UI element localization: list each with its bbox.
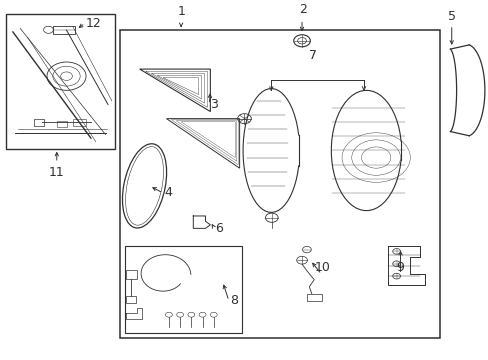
Text: 2: 2: [299, 3, 306, 16]
Text: 6: 6: [215, 222, 223, 235]
Text: 3: 3: [210, 98, 218, 111]
Bar: [126, 296, 136, 303]
Bar: [73, 119, 86, 126]
Bar: [57, 121, 66, 127]
Text: 1: 1: [177, 5, 184, 18]
Text: 4: 4: [163, 186, 172, 199]
Text: 5: 5: [447, 10, 455, 23]
Text: 8: 8: [229, 294, 237, 307]
Bar: [125, 246, 242, 333]
Bar: [306, 294, 321, 301]
Text: 11: 11: [49, 166, 64, 179]
Bar: [34, 120, 43, 126]
Bar: [126, 270, 137, 279]
Bar: [120, 30, 439, 338]
Text: 7: 7: [308, 49, 316, 62]
Text: 10: 10: [314, 261, 330, 274]
Text: 9: 9: [396, 261, 404, 274]
Text: 12: 12: [86, 17, 102, 30]
Bar: [53, 26, 75, 34]
Bar: [5, 14, 115, 149]
